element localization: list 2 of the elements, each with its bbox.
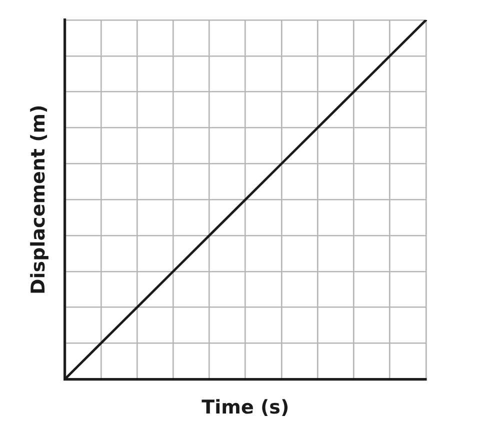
x-axis-title: Time (s) [202,396,290,419]
y-axis-title: Displacement (m) [27,104,50,294]
